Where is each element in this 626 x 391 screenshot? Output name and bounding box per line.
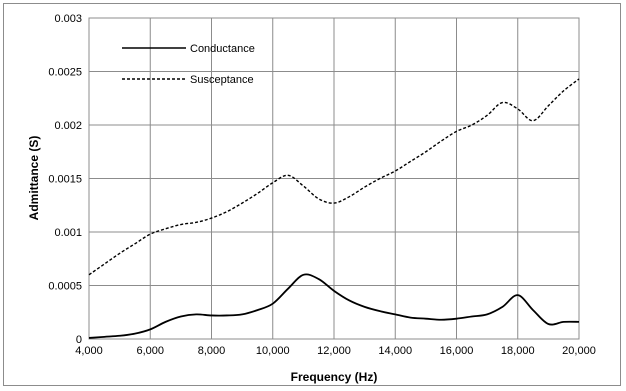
x-tick-label: 18,000 — [501, 345, 535, 357]
y-tick-label: 0.0005 — [48, 281, 82, 293]
series-line-conductance — [88, 273, 580, 339]
plot-area-border — [88, 17, 580, 340]
x-tick-label: 16,000 — [440, 345, 474, 357]
y-tick-label: 0.003 — [54, 13, 82, 25]
legend: Conductance Susceptance — [122, 43, 255, 86]
y-tick-labels: 0 0.0005 0.001 0.0015 0.002 0.0025 0.003 — [48, 13, 82, 346]
series-line-susceptance — [88, 78, 580, 276]
y-tick-label: 0.001 — [54, 227, 82, 239]
x-tick-label: 6,000 — [136, 345, 164, 357]
y-tick-label: 0.0015 — [48, 174, 82, 186]
y-tick-label: 0.002 — [54, 120, 82, 132]
y-tick-label: 0 — [76, 334, 82, 346]
x-tick-labels: 4,000 6,000 8,000 10,000 12,000 14,000 16,000 1… — [75, 345, 596, 357]
plot-area-outline — [88, 17, 580, 340]
x-tick-label: 4,000 — [75, 345, 103, 357]
series-lines — [88, 78, 580, 339]
legend-conductance-label: Conductance — [190, 43, 255, 55]
x-axis-title: Frequency (Hz) — [291, 370, 378, 384]
legend-susceptance-label: Susceptance — [190, 74, 254, 86]
x-tick-label: 10,000 — [256, 345, 290, 357]
y-axis-title: Admittance (S) — [27, 136, 41, 221]
x-tick-label: 12,000 — [317, 345, 351, 357]
x-tick-label: 14,000 — [378, 345, 412, 357]
y-tick-label: 0.0025 — [48, 67, 82, 79]
x-tick-label: 8,000 — [198, 345, 226, 357]
x-tick-label: 20,000 — [562, 345, 596, 357]
